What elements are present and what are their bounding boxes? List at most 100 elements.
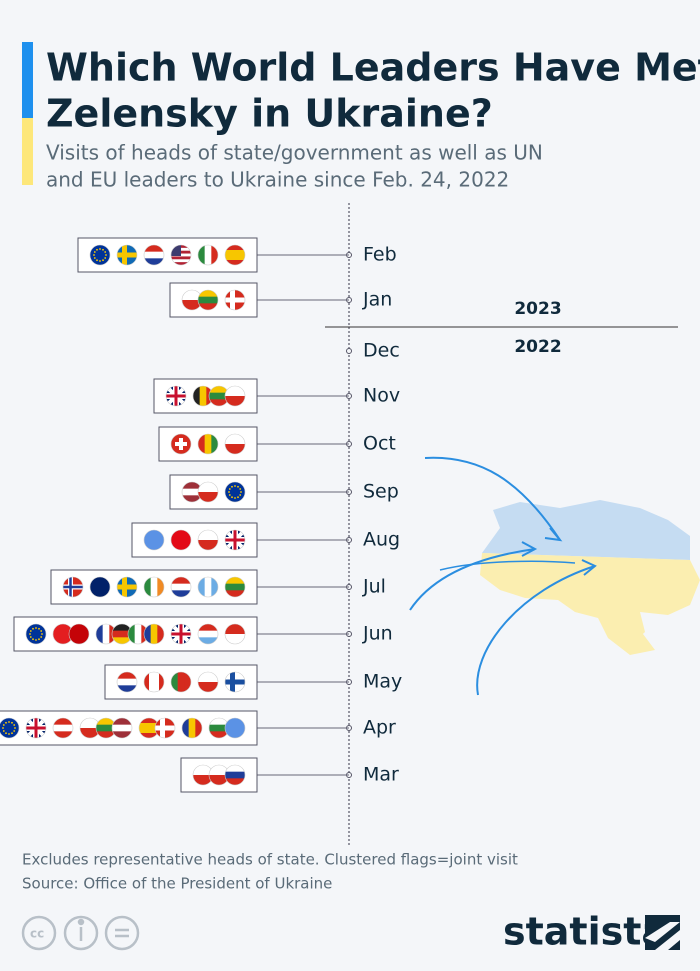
flag <box>198 245 218 265</box>
flag <box>198 290 218 310</box>
flag-stripe <box>209 399 229 406</box>
flag-outline <box>224 433 246 455</box>
flag-star <box>8 721 10 723</box>
flag-outline <box>224 244 246 266</box>
flag-stripe <box>225 771 245 779</box>
flag-stripe <box>198 682 218 692</box>
flag <box>198 530 218 550</box>
flag <box>225 482 245 502</box>
flag-outline <box>197 244 219 266</box>
flag-star <box>228 491 230 493</box>
flag-outline <box>224 764 246 786</box>
flag-stripe <box>144 258 164 265</box>
flag-stripe <box>198 245 205 265</box>
flag <box>225 577 245 597</box>
flag-star <box>96 248 98 251</box>
flag <box>26 718 46 738</box>
flag-star <box>40 630 43 632</box>
flag-stripe <box>209 392 229 400</box>
flag-field <box>0 718 19 738</box>
flag-stripe <box>184 672 191 692</box>
flag <box>171 577 191 597</box>
flag-stripe <box>139 728 159 734</box>
flag-outline <box>197 433 219 455</box>
flag <box>209 386 229 406</box>
flag-star <box>29 636 32 638</box>
flag-field <box>225 482 245 502</box>
flag-stripe <box>211 577 218 597</box>
flag-star <box>35 627 37 629</box>
flag-outline <box>224 289 246 311</box>
flag-stripe <box>149 672 155 692</box>
month-label: Jul <box>362 576 386 598</box>
flag <box>144 672 164 692</box>
flag <box>225 624 245 644</box>
flag-stripe <box>198 434 205 454</box>
flag-stripe <box>225 396 245 406</box>
month-label: Dec <box>363 340 400 362</box>
month-label: Sep <box>363 481 399 503</box>
subtitle: and EU leaders to Ukraine since Feb. 24,… <box>46 168 509 192</box>
flag-stripe <box>204 577 212 597</box>
flag-stripe <box>171 577 191 584</box>
flag-star <box>234 497 236 499</box>
flag-stripe <box>225 255 245 261</box>
flag-field <box>171 530 191 550</box>
flag <box>182 482 202 502</box>
flag-star <box>104 257 107 259</box>
flag <box>225 290 245 310</box>
flag-field <box>53 624 73 644</box>
year-label: 2023 <box>514 299 561 319</box>
flag-stripe <box>144 245 164 252</box>
flag-stripe <box>144 577 151 597</box>
flag-stripe <box>193 386 200 406</box>
flag-stripe <box>198 530 218 541</box>
flag-outline <box>89 576 111 598</box>
flag-stripe <box>188 718 196 738</box>
title: Which World Leaders Have Met <box>46 46 700 90</box>
flag <box>209 765 229 785</box>
flag-star <box>105 254 107 256</box>
flag <box>225 245 245 265</box>
flag-stripe <box>204 434 212 454</box>
flag-cross <box>26 726 46 730</box>
flag-outline <box>68 623 90 645</box>
flag <box>139 718 159 738</box>
flag-outline <box>62 576 84 598</box>
flag-stripe <box>139 733 159 738</box>
flag <box>171 530 191 550</box>
flag-star <box>93 257 96 259</box>
timeline-rows: Feb Jan Dec Nov Oct Sep Aug Jul Jun May Apr Mar <box>0 237 402 793</box>
flag <box>117 672 137 692</box>
flag-field <box>90 577 110 597</box>
flag-stripe <box>117 672 137 679</box>
flag-stripe <box>96 718 116 725</box>
flag-stripe <box>225 260 245 265</box>
flag-stripe <box>150 577 158 597</box>
flag-outline <box>143 244 165 266</box>
flag-outline <box>111 717 133 739</box>
flag-outline <box>116 671 138 693</box>
flag <box>96 718 116 738</box>
flag <box>144 245 164 265</box>
flag-star <box>41 633 43 635</box>
flag-stripe <box>198 637 218 644</box>
flag-star <box>93 254 95 256</box>
flag-stripe <box>209 386 229 393</box>
flag-star <box>99 260 101 262</box>
flag-outline <box>224 576 246 598</box>
flag <box>63 577 83 597</box>
flag-stripe <box>182 300 202 310</box>
flag-stripe <box>204 245 212 265</box>
flag <box>171 624 191 644</box>
flag-stripe <box>53 718 73 725</box>
flag-outline <box>52 717 74 739</box>
flag-stripe <box>199 386 207 406</box>
flag-stripe <box>225 590 245 597</box>
flag-star <box>29 630 32 632</box>
flag-stripe <box>177 672 185 692</box>
flag-stripe <box>102 624 110 644</box>
flag-stripe <box>182 495 202 502</box>
flag <box>198 672 218 692</box>
